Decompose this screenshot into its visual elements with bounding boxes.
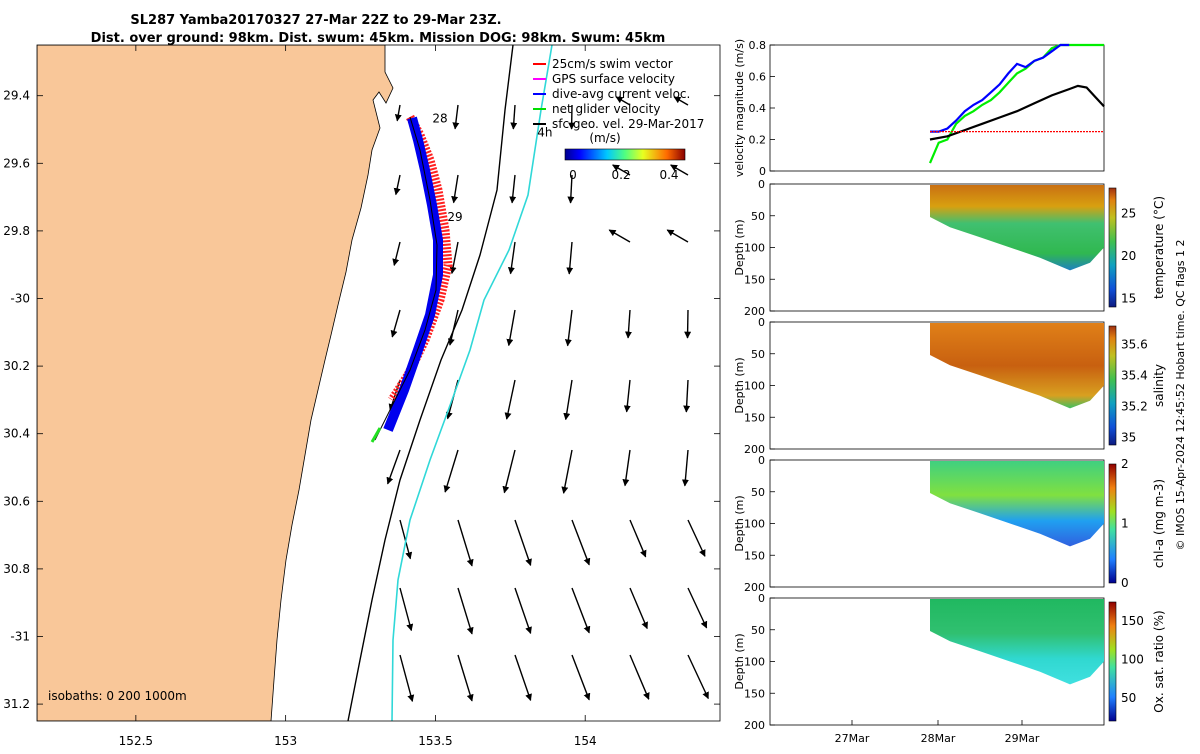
legend-label: dive-avg current veloc. [552, 87, 690, 101]
velocity-ylabel: velocity magnitude (m/s) [733, 39, 746, 177]
depth-tick-label: 50 [751, 210, 765, 223]
depth-tick-label: 100 [744, 656, 765, 669]
time-x-tick-label: 27Mar [835, 732, 870, 745]
map-panel: 152.5 153 153.5 154 29.4 29.6 29.8 -30 30.2 30.4… [3, 45, 720, 748]
title-line-1: SL287 Yamba20170327 27-Mar 22Z to 29-Mar… [130, 13, 501, 28]
colorbar-label: salinity [1152, 364, 1166, 407]
legend-label: 25cm/s swim vector [552, 57, 673, 71]
colorbar-tick-label: 2 [1121, 457, 1129, 471]
map-x-tick-label: 153 [274, 734, 297, 748]
title-line-2: Dist. over ground: 98km. Dist. swum: 45k… [91, 31, 666, 46]
colorbar [1109, 602, 1116, 721]
map-y-tick-label: 29.6 [3, 156, 30, 170]
depth-ylabel: Depth (m) [733, 633, 746, 689]
map-y-tick-label: 29.4 [3, 89, 30, 103]
colorbar-label: Ox. sat. ratio (%) [1152, 610, 1166, 712]
depth-tick-label: 50 [751, 486, 765, 499]
colorbar-tick-label: 0.4 [659, 168, 678, 182]
depth-tick-label: 150 [744, 549, 765, 562]
depth-tick-label: 100 [744, 518, 765, 531]
map-y-tick-label: 30.8 [3, 562, 30, 576]
depth-tick-label: 100 [744, 242, 765, 255]
colorbar [1109, 188, 1116, 307]
depth-tick-label: 0 [758, 454, 765, 467]
day-label: 28 [432, 112, 447, 126]
depth-ylabel: Depth (m) [733, 219, 746, 275]
map-y-tick-label: -30 [10, 292, 30, 306]
velocity-y-tick-label: 0.8 [749, 39, 767, 52]
colorbar-label: chl-a (mg m-3) [1152, 479, 1166, 568]
colorbar-tick-label: 150 [1121, 614, 1144, 628]
colorbar-tick-label: 35 [1121, 430, 1136, 444]
colorbar [1109, 326, 1116, 445]
time-x-tick-label: 29Mar [1005, 732, 1040, 745]
colorbar-tick-label: 35.6 [1121, 338, 1148, 352]
depth-tick-label: 150 [744, 273, 765, 286]
depth-tick-label: 50 [751, 348, 765, 361]
velocity-y-tick-label: 0 [759, 165, 766, 178]
depth-ylabel: Depth (m) [733, 495, 746, 551]
colorbar-tick-label: 25 [1121, 207, 1136, 221]
day-label: 29 [447, 210, 462, 224]
map-y-tick-label: 29.8 [3, 224, 30, 238]
depth-tick-label: 0 [758, 178, 765, 191]
footer-credit: © IMOS 15-Apr-2024 12:45:52 Hobart time.… [1174, 240, 1187, 551]
colorbar-tick-label: 15 [1121, 292, 1136, 306]
colorbar-tick-label: 0 [569, 168, 577, 182]
depth-tick-label: 200 [744, 719, 765, 732]
map-x-tick-label: 152.5 [119, 734, 153, 748]
colorbar-tick-label: 0 [1121, 576, 1129, 590]
colorbar-tick-label: 20 [1121, 249, 1136, 263]
colorbar-label: (m/s) [589, 131, 620, 145]
velocity-panel: 0 0.2 0.4 0.6 0.8 velocity magnitude (m/s) [733, 39, 1104, 178]
colorbar-label: temperature (°C) [1152, 196, 1166, 299]
colorbar-tick-label: 100 [1121, 653, 1144, 667]
depth-tick-label: 0 [758, 592, 765, 605]
depth-tick-label: 100 [744, 380, 765, 393]
velocity-y-tick-label: 0.4 [749, 102, 767, 115]
depth-ylabel: Depth (m) [733, 357, 746, 413]
colorbar-tick-label: 50 [1121, 691, 1136, 705]
day-label: 4h [537, 125, 552, 139]
time-x-tick-label: 28Mar [921, 732, 956, 745]
velocity-colorbar [565, 149, 685, 160]
map-y-tick-label: 30.6 [3, 494, 30, 508]
map-x-tick-label: 154 [574, 734, 597, 748]
colorbar-tick-label: 35.2 [1121, 399, 1148, 413]
velocity-y-tick-label: 0.6 [749, 71, 767, 84]
map-y-tick-label: 30.4 [3, 427, 30, 441]
colorbar-tick-label: 35.4 [1121, 368, 1148, 382]
isobath-label: isobaths: 0 200 1000m [48, 689, 187, 703]
velocity-panel-frame [770, 45, 1104, 171]
depth-tick-label: 0 [758, 316, 765, 329]
depth-tick-label: 50 [751, 624, 765, 637]
map-y-tick-label: -31 [10, 630, 30, 644]
velocity-y-tick-label: 0.2 [749, 134, 767, 147]
depth-tick-label: 150 [744, 687, 765, 700]
map-y-tick-label: 31.2 [3, 697, 30, 711]
map-x-tick-label: 153.5 [418, 734, 452, 748]
map-y-tick-label: 30.2 [3, 359, 30, 373]
depth-panel-oxygen: 0 50 100 150 200 Depth (m) 50 100 150 Ox. sat. ra… [733, 592, 1166, 732]
colorbar-tick-label: 0.2 [611, 168, 630, 182]
depth-tick-label: 150 [744, 411, 765, 424]
colorbar-tick-label: 1 [1121, 517, 1129, 531]
legend-label: net glider velocity [552, 102, 660, 116]
colorbar [1109, 464, 1116, 583]
legend-label: GPS surface velocity [552, 72, 675, 86]
legend-label: sfc geo. vel. 29-Mar-2017 [552, 117, 704, 131]
